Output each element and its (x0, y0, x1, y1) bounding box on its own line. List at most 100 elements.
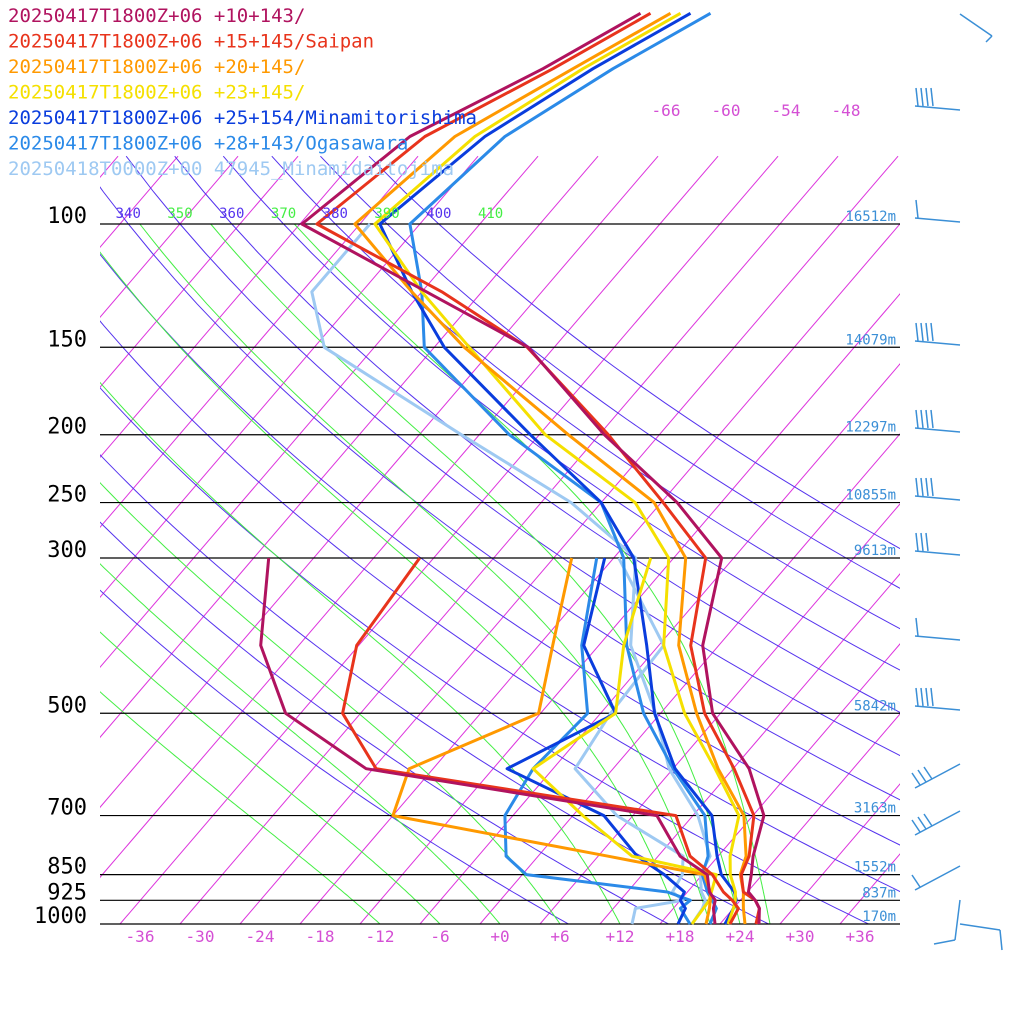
series-temperature-line (378, 11, 738, 925)
isotherm-line (100, 155, 359, 459)
temperature-tick-label: +30 (786, 927, 815, 946)
series-temperature-line (315, 11, 761, 925)
isobar-grid (100, 223, 900, 925)
isotherm-line (599, 573, 900, 924)
isotherm-line (899, 923, 900, 924)
legend-entry: 20250417T1800Z+06 +23+145/ (8, 82, 305, 104)
dry-adiabat-line (320, 155, 900, 589)
wind-barb-icon (914, 322, 961, 346)
theta-label: 340 (116, 206, 141, 222)
moist-adiabat-line (100, 251, 681, 924)
temperature-tick-label: +36 (846, 927, 875, 946)
temperature-tick-label: -30 (186, 927, 215, 946)
dry-adiabat-line (100, 387, 869, 924)
height-label: 9613m (854, 543, 896, 559)
temperature-tick-label: -36 (126, 927, 155, 946)
series-temperature-line (310, 223, 712, 925)
series-temperature-line (408, 11, 718, 925)
temperature-tick-label: -6 (430, 927, 449, 946)
wind-barb-icon (914, 87, 961, 111)
series-temperature-line (373, 11, 741, 925)
dry-adiabat-line (100, 320, 900, 893)
dry-adiabat-line (100, 521, 669, 924)
dry-adiabat-line (100, 186, 900, 801)
temperature-tick-label: -18 (306, 927, 335, 946)
height-label: 1552m (854, 860, 896, 876)
theta-label: 350 (167, 206, 192, 222)
temperature-tick-label: -12 (366, 927, 395, 946)
temperature-tick-label: +12 (606, 927, 635, 946)
pressure-label: 500 (47, 693, 87, 718)
height-label: 3163m (854, 801, 896, 817)
height-label: 5842m (854, 698, 896, 714)
isotherm-line (539, 503, 900, 924)
dry-adiabat-line (100, 589, 569, 924)
isotherm-line (100, 155, 299, 389)
temperature-tick-label: -24 (246, 927, 275, 946)
isotherm-line (100, 155, 419, 529)
dry-adiabat-line (174, 155, 900, 713)
theta-label: 360 (219, 206, 244, 222)
isotherm-line (100, 155, 659, 809)
temperature-tick-label: +18 (666, 927, 695, 946)
dry-adiabat-line (125, 155, 900, 757)
height-label: 10855m (845, 488, 896, 504)
series-dewpoint-line (391, 557, 712, 925)
wind-barb-icon (959, 13, 993, 43)
series-dewpoint-line (573, 557, 685, 925)
temperature-tick-label: +24 (726, 927, 755, 946)
dry-adiabat-line (100, 454, 769, 924)
theta-label: 400 (426, 206, 451, 222)
isotherm-line (719, 713, 900, 924)
height-label: 16512m (845, 209, 896, 225)
legend-entry: 20250417T1800Z+06 +15+145/Saipan (8, 31, 374, 53)
wind-barb-icon (911, 865, 961, 891)
isotherm-line (100, 155, 599, 739)
upper-isotherm-label: -48 (832, 101, 861, 120)
wind-barb-icon (914, 617, 961, 641)
wind-barbs (911, 13, 1003, 951)
sounding-series (259, 11, 766, 925)
isotherm-line (100, 155, 719, 879)
legend-entry: 20250417T1800Z+06 +25+154/Minamitorishim… (8, 107, 477, 129)
pressure-label: 200 (47, 415, 87, 440)
theta-label: 410 (478, 206, 503, 222)
wind-barb-icon (911, 810, 961, 836)
isotherm-line (779, 783, 900, 924)
isotherm-line (100, 155, 179, 248)
theta-label: 370 (271, 206, 296, 222)
axis-labels: 100 16512m 150 14079m 200 12297m 250 10855m 300 9… (34, 101, 896, 946)
theta-label: 390 (374, 206, 399, 222)
pressure-label: 925 (47, 880, 87, 905)
temperature-tick-label: +6 (550, 927, 569, 946)
legend-entry: 20250417T1800Z+06 +28+143/Ogasawara (8, 133, 408, 155)
isotherm-line (179, 155, 839, 924)
height-label: 170m (862, 909, 896, 925)
legend: 20250417T1800Z+06 +10+143/20250417T1800Z… (8, 5, 477, 180)
upper-isotherm-label: -60 (712, 101, 741, 120)
pressure-label: 150 (47, 327, 87, 352)
height-label: 12297m (845, 420, 896, 436)
isotherm-line (100, 155, 239, 319)
dry-adiabat-line (368, 155, 900, 550)
series-dewpoint-line (531, 557, 718, 925)
wind-barb-icon (914, 409, 961, 433)
wind-barb-icon (914, 687, 961, 711)
temperature-tick-label: +0 (490, 927, 509, 946)
moist-adiabat-line (100, 381, 621, 924)
legend-entry: 20250418T0000Z+00 47945_Minamidaitojima (8, 158, 454, 180)
pressure-label: 1000 (34, 904, 87, 929)
isotherm-line (100, 155, 479, 599)
wind-barb-icon (914, 532, 961, 556)
wind-barb-icon (911, 763, 961, 789)
wind-barb-icon (914, 199, 961, 223)
wind-barb-icon (933, 899, 1003, 951)
theta-label: 380 (323, 206, 348, 222)
height-label: 837m (862, 885, 896, 901)
pressure-label: 300 (47, 538, 87, 563)
dry-adiabat-line (222, 155, 900, 671)
upper-isotherm-label: -54 (772, 101, 801, 120)
series-dewpoint-line (259, 557, 717, 925)
pressure-label: 250 (47, 483, 87, 508)
